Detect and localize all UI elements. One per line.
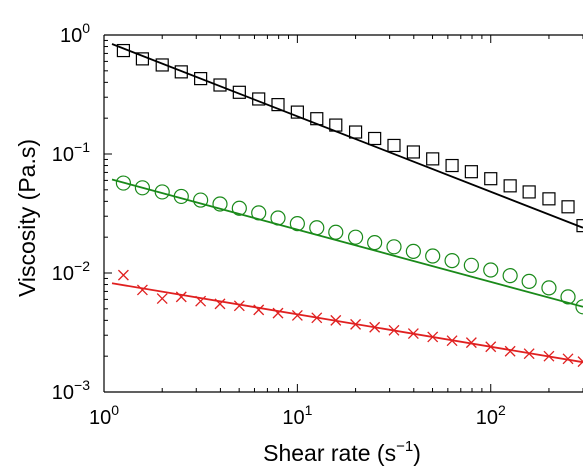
x-axis-label: Shear rate (s−1) <box>263 438 421 466</box>
data-point-square <box>310 112 324 126</box>
data-point-circle <box>193 192 209 208</box>
data-point-x <box>195 295 207 307</box>
data-point-square <box>484 172 498 186</box>
axes <box>103 34 583 393</box>
data-point-x <box>253 304 265 316</box>
data-point-square <box>561 200 575 214</box>
data-point-circle <box>251 205 267 221</box>
data-point-circle <box>231 200 247 216</box>
data-point-circle <box>173 188 189 205</box>
data-point-square <box>271 98 285 112</box>
data-point-square <box>116 43 131 58</box>
data-point-x <box>446 335 458 347</box>
data-point-square <box>522 185 536 199</box>
data-point-circle <box>328 224 344 240</box>
fit-lines <box>111 43 583 364</box>
data-point-circle <box>367 235 383 251</box>
x-axis-ticks: 100 101 102 <box>89 35 583 429</box>
data-point-square <box>232 85 246 99</box>
data-point-x <box>523 348 535 360</box>
data-point-circle <box>347 229 364 245</box>
fit-line-square <box>111 43 583 229</box>
data-point-square <box>576 219 583 233</box>
y-tick-label: 10−3 <box>52 377 90 404</box>
fit-line-x <box>111 282 583 364</box>
y-tick-label: 100 <box>60 20 90 47</box>
data-point-circle <box>502 268 518 284</box>
data-point-square <box>348 125 363 139</box>
y-tick-label: 10−2 <box>52 258 90 285</box>
data-point-square <box>174 65 188 79</box>
data-point-x <box>330 314 342 326</box>
data-point-x <box>504 345 516 357</box>
y-tick-label: 10−1 <box>52 139 90 166</box>
data-point-square <box>329 118 343 132</box>
data-point-circle <box>212 196 228 212</box>
data-point-circle <box>386 239 402 255</box>
data-point-circle <box>154 184 170 200</box>
data-point-square <box>464 165 478 179</box>
data-point-circle <box>560 289 576 305</box>
data-point-circle <box>521 273 537 289</box>
data-point-square <box>368 131 382 146</box>
data-point-square <box>387 138 401 153</box>
data-point-square <box>445 158 459 173</box>
data-point-x <box>427 331 439 343</box>
data-point-x <box>311 312 323 324</box>
data-point-x <box>291 309 303 321</box>
data-point-x <box>543 350 555 362</box>
data-point-x <box>272 307 284 319</box>
data-point-circle <box>309 220 325 236</box>
data-point-square <box>503 179 517 193</box>
data-point-square <box>194 72 208 86</box>
data-point-x <box>117 269 129 281</box>
data-point-x <box>485 341 497 353</box>
data-point-circle <box>134 180 151 196</box>
y-axis-label: Viscosity (Pa.s) <box>14 139 40 297</box>
data-point-square <box>252 92 266 106</box>
data-point-circle <box>289 216 305 232</box>
data-point-x <box>156 293 168 305</box>
data-point-square <box>426 152 440 166</box>
data-point-x <box>407 328 419 339</box>
data-point-x <box>175 291 187 303</box>
data-point-circle <box>270 210 286 226</box>
data-point-square <box>542 192 556 206</box>
data-point-x <box>350 318 362 330</box>
data-point-x <box>136 284 148 296</box>
data-point-x <box>233 300 245 312</box>
data-point-x <box>577 356 583 368</box>
data-markers <box>115 43 583 368</box>
data-point-circle <box>463 257 479 273</box>
data-point-circle <box>405 243 421 259</box>
x-tick-label: 101 <box>282 402 312 429</box>
data-point-circle <box>444 253 460 269</box>
data-point-circle <box>575 299 583 315</box>
data-point-circle <box>115 175 132 191</box>
fit-line-circle <box>111 178 583 308</box>
data-point-square <box>135 52 150 66</box>
data-point-square <box>155 58 169 72</box>
data-point-x <box>369 321 381 333</box>
y-axis-ticks: 100 10−1 10−2 10−3 <box>52 20 112 404</box>
x-tick-label: 102 <box>476 402 506 429</box>
data-point-x <box>562 353 574 365</box>
data-point-square <box>290 105 304 119</box>
data-point-square <box>406 145 420 159</box>
data-point-circle <box>541 280 557 296</box>
x-tick-label: 100 <box>89 402 119 429</box>
data-point-circle <box>483 262 499 278</box>
data-point-x <box>388 324 400 336</box>
data-point-square <box>213 78 227 92</box>
data-point-circle <box>425 248 441 264</box>
data-point-x <box>214 298 226 310</box>
data-point-x <box>465 337 477 349</box>
